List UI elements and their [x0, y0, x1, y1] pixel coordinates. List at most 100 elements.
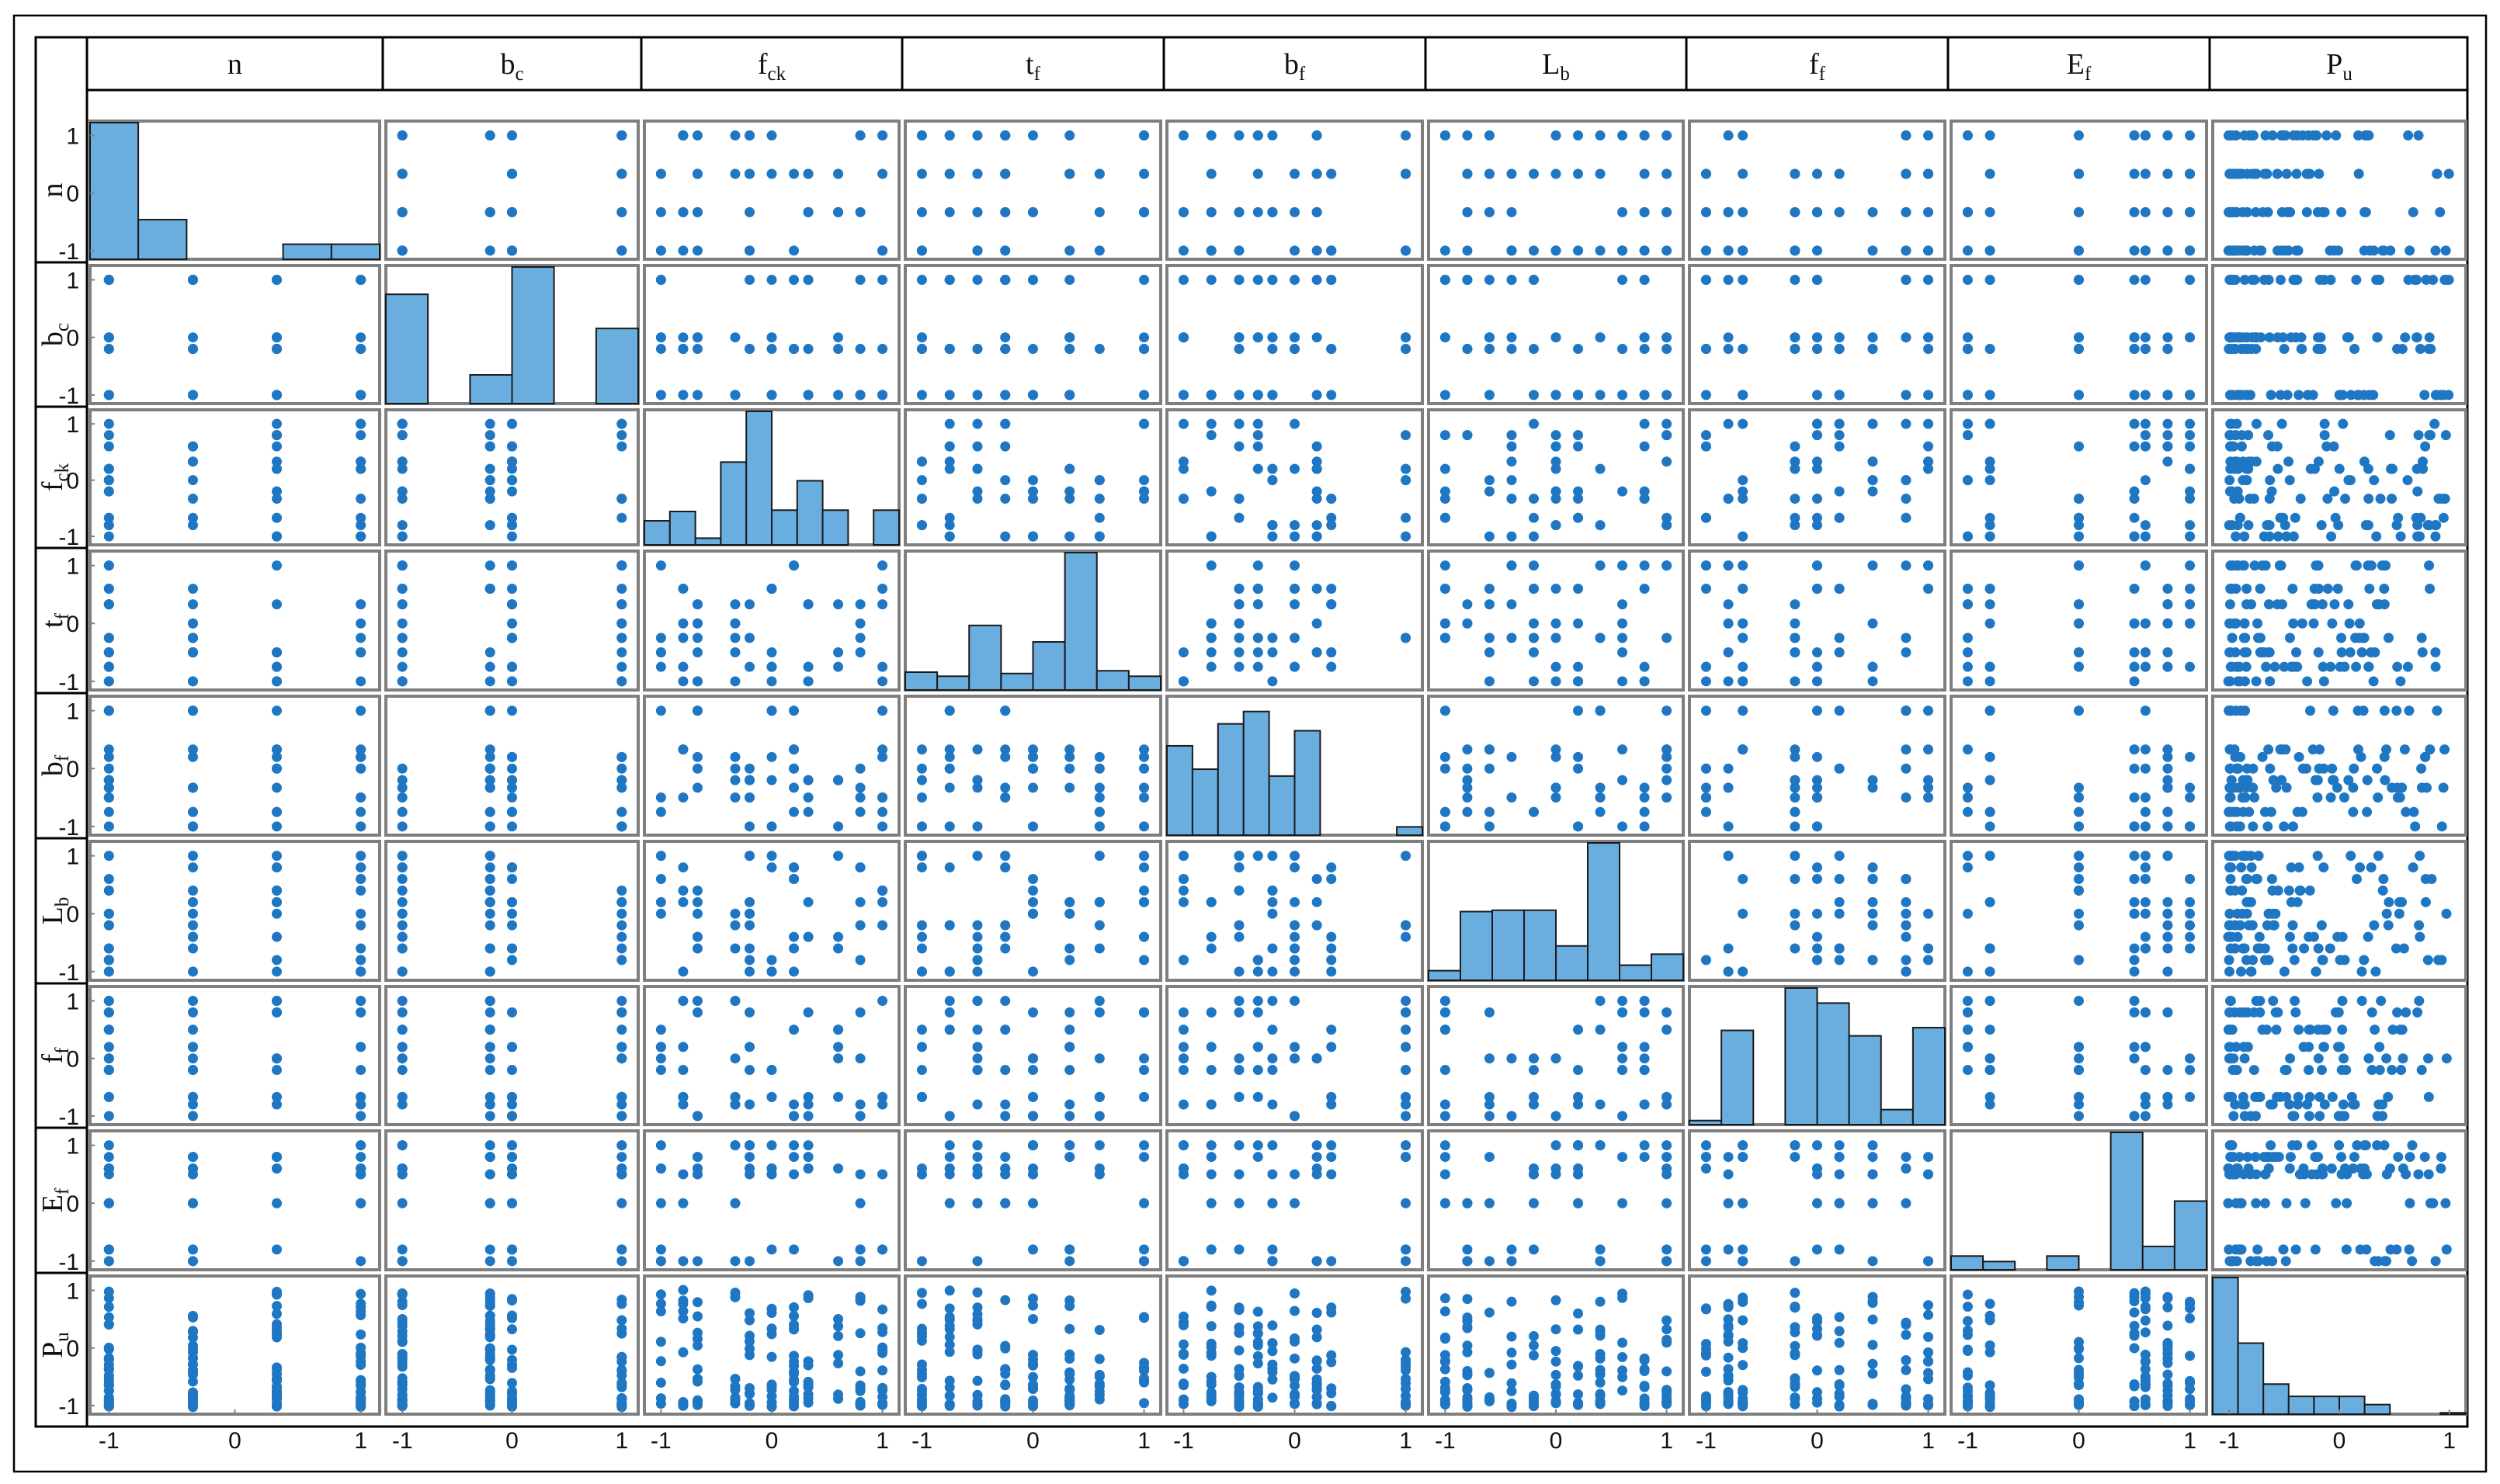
scatter-point: [616, 775, 627, 785]
scatter-point: [2290, 1007, 2301, 1018]
scatter-point: [507, 1111, 517, 1122]
scatter-point: [2302, 676, 2313, 687]
scatter-point: [2317, 206, 2328, 217]
scatter-point: [1639, 418, 1650, 429]
histogram-bar-L-b: [1491, 909, 1525, 981]
scatter-point: [2394, 908, 2405, 919]
scatter-point: [1984, 583, 1995, 594]
scatter-point: [1812, 245, 1822, 256]
scatter-point: [2162, 206, 2173, 217]
scatter-point: [655, 896, 666, 907]
scatter-point: [2343, 599, 2354, 610]
scatter-point: [2140, 1007, 2151, 1018]
scatter-point: [2231, 1198, 2241, 1208]
scatter-point: [1267, 1392, 1278, 1403]
scatter-point: [2398, 1053, 2408, 1064]
scatter-point: [1723, 245, 1734, 256]
scatter-point: [1962, 676, 1973, 687]
scatter-point: [877, 885, 888, 896]
scatter-point: [916, 1256, 927, 1267]
histogram-bar-n: [137, 218, 188, 260]
scatter-point: [1326, 1025, 1337, 1035]
scatter-point: [2370, 1025, 2380, 1035]
scatter-point: [1094, 1163, 1105, 1174]
scatter-point: [1595, 463, 1606, 474]
scatter-point: [2436, 1152, 2446, 1163]
scatter-point: [916, 1399, 927, 1409]
scatter-point: [1700, 676, 1711, 687]
scatter-point: [1439, 1025, 1450, 1035]
scatter-point: [1639, 486, 1650, 497]
scatter-point: [1064, 1301, 1075, 1312]
panel-b-f-vs-f-f: [1688, 695, 1946, 837]
scatter-point: [1401, 1383, 1411, 1394]
scatter-point: [2074, 1065, 2084, 1076]
scatter-point: [2244, 896, 2255, 907]
scatter-point: [1139, 1065, 1150, 1076]
scatter-point: [507, 599, 517, 610]
scatter-point: [833, 1163, 844, 1174]
scatter-point: [1252, 390, 1263, 400]
scatter-point: [2285, 1053, 2296, 1064]
scatter-point: [1738, 966, 1748, 977]
panel-b-c-vs-n: [89, 264, 381, 405]
panel-n-vs-b-c: [384, 120, 640, 261]
scatter-point: [1290, 1305, 1300, 1316]
scatter-point: [1639, 821, 1650, 832]
scatter-point: [2270, 1152, 2281, 1163]
scatter-point: [972, 821, 983, 832]
scatter-point: [1528, 531, 1539, 542]
scatter-point: [1028, 1371, 1038, 1382]
scatter-point: [272, 1244, 283, 1255]
scatter-point: [2230, 168, 2241, 179]
scatter-point: [1984, 520, 1995, 531]
scatter-point: [1595, 1140, 1606, 1151]
scatter-point: [2074, 661, 2084, 672]
scatter-point: [2257, 751, 2268, 762]
scatter-point: [2162, 661, 2173, 672]
scatter-point: [2263, 599, 2274, 610]
scatter-point: [2327, 763, 2338, 774]
scatter-point: [1661, 1007, 1672, 1018]
scatter-point: [1000, 862, 1011, 873]
scatter-point: [484, 996, 495, 1007]
scatter-point: [103, 1244, 114, 1255]
scatter-point: [1661, 1091, 1672, 1102]
scatter-point: [187, 885, 198, 896]
scatter-point: [2318, 661, 2328, 672]
scatter-point: [2415, 931, 2425, 942]
scatter-point: [1000, 245, 1011, 256]
scatter-point: [1812, 520, 1822, 531]
scatter-point: [855, 792, 866, 803]
scatter-point: [2074, 1111, 2084, 1122]
scatter-point: [616, 1328, 627, 1339]
scatter-point: [877, 1323, 888, 1333]
scatter-point: [1462, 344, 1473, 355]
scatter-point: [744, 245, 755, 256]
scatter-point: [972, 206, 983, 217]
scatter-point: [2276, 560, 2286, 571]
scatter-point: [1617, 633, 1628, 643]
scatter-point: [2281, 1065, 2292, 1076]
scatter-point: [2234, 782, 2245, 793]
panel-E-f-vs-b-f: [1165, 1129, 1424, 1271]
histogram-bar-n: [89, 122, 140, 260]
scatter-point: [1984, 245, 1995, 256]
scatter-point: [678, 1091, 689, 1102]
scatter-point: [484, 896, 495, 907]
scatter-point: [1528, 344, 1539, 355]
scatter-point: [187, 744, 198, 755]
scatter-point: [616, 1370, 627, 1381]
scatter-point: [944, 1323, 955, 1334]
scatter-point: [356, 1099, 366, 1110]
scatter-point: [2074, 206, 2084, 217]
scatter-point: [1506, 633, 1517, 643]
scatter-point: [678, 332, 689, 343]
scatter-point: [2351, 873, 2362, 884]
scatter-point: [2129, 486, 2140, 497]
scatter-point: [2345, 647, 2356, 658]
scatter-point: [2311, 130, 2322, 141]
scatter-point: [2310, 1244, 2321, 1255]
panel-E-f-vs-f-f: [1688, 1129, 1946, 1271]
scatter-point: [484, 1007, 495, 1018]
